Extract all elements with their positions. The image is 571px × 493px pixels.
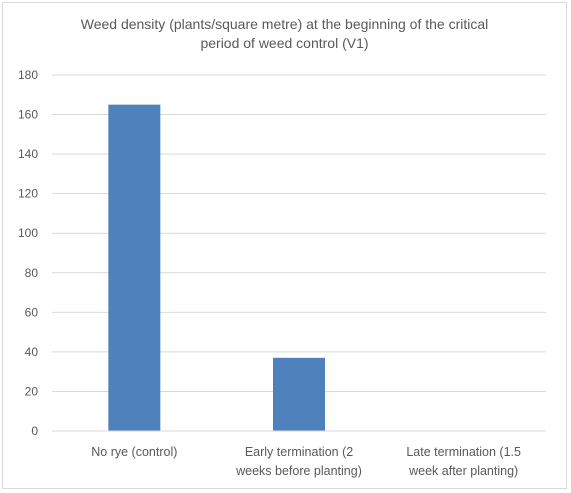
bars bbox=[108, 104, 325, 432]
chart-title-line-1: Weed density (plants/square metre) at th… bbox=[80, 16, 489, 32]
y-tick-label-60: 60 bbox=[25, 305, 39, 319]
bar-0 bbox=[108, 104, 161, 432]
y-tick-label-20: 20 bbox=[25, 384, 39, 398]
y-tick-label-100: 100 bbox=[18, 226, 38, 240]
x-category-label-2: Late termination (1.5 week after planting… bbox=[406, 445, 521, 478]
y-tick-label-40: 40 bbox=[25, 345, 39, 359]
y-tick-label-120: 120 bbox=[18, 187, 38, 201]
x-category-label-2-line-1: week after planting) bbox=[408, 464, 518, 478]
y-tick-label-0: 0 bbox=[31, 424, 38, 438]
x-category-label-1-line-1: weeks before planting) bbox=[235, 464, 362, 478]
x-category-label-0-line-0: No rye (control) bbox=[91, 445, 177, 459]
chart-title-line-2: period of weed control (V1) bbox=[200, 35, 369, 51]
x-category-label-1-line-0: Early termination (2 bbox=[245, 445, 353, 459]
x-category-label-0: No rye (control) bbox=[91, 445, 177, 459]
x-axis-category-labels: No rye (control) Early termination (2 week… bbox=[91, 445, 521, 478]
x-category-label-2-line-0: Late termination (1.5 bbox=[406, 445, 521, 459]
chart-title: Weed density (plants/square metre) at th… bbox=[3, 15, 566, 53]
bar-1 bbox=[273, 357, 325, 431]
y-axis-tick-labels: 0 20 40 60 80 100 120 140 160 180 bbox=[18, 68, 38, 438]
y-tick-label-180: 180 bbox=[18, 68, 38, 82]
y-tick-label-160: 160 bbox=[18, 108, 38, 122]
y-tick-label-140: 140 bbox=[18, 147, 38, 161]
x-category-label-1: Early termination (2 weeks before plantin… bbox=[235, 445, 362, 478]
y-tick-label-80: 80 bbox=[25, 266, 39, 280]
